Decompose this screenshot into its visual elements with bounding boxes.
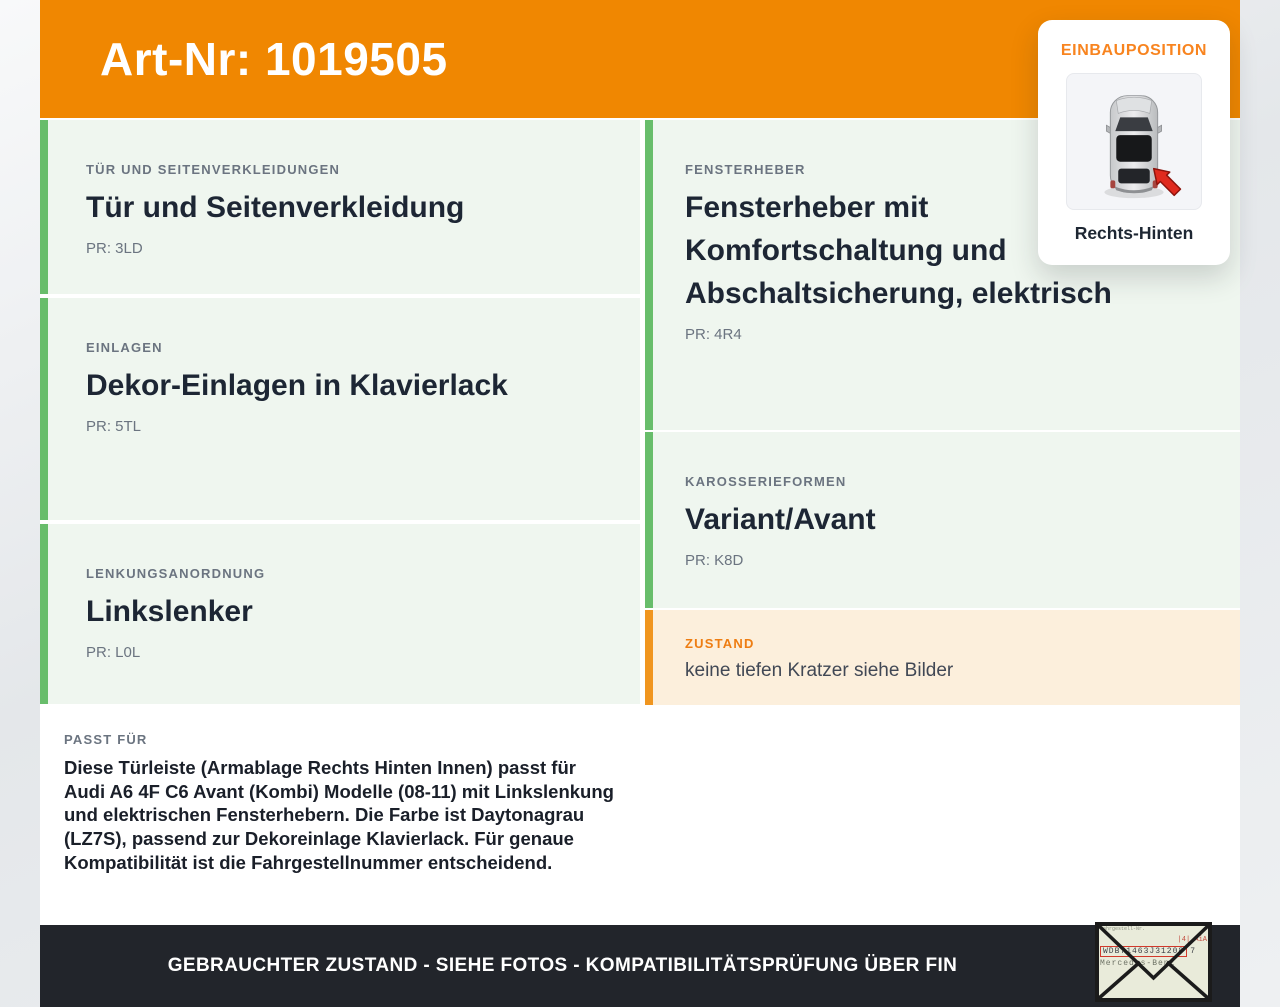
compatibility-description: Diese Türleiste (Armablage Rechts Hinten…	[64, 757, 614, 873]
content-area: Art-Nr: 1019505 TÜR UND SEITENVERKLEIDUN…	[40, 0, 1240, 1007]
einbauposition-label: EINBAUPOSITION	[1060, 42, 1208, 59]
passt-fuer-label: PASST FÜR	[64, 732, 148, 747]
article-number-title: Art-Nr: 1019505	[100, 33, 448, 85]
spec-title: Tür und Seitenverkleidung	[86, 191, 465, 224]
zustand-value: keine tiefen Kratzer siehe Bilder	[685, 660, 954, 681]
spec-category-label: TÜR UND SEITENVERKLEIDUNGEN	[86, 162, 341, 177]
spec-pr-code: PR: 5TL	[86, 417, 142, 435]
vehicle-registration-thumbnail: Fahrgestell-Nr. |4| AiA WDB71463J31208 7…	[1095, 922, 1212, 1002]
footer-notice: GEBRAUCHTER ZUSTAND - SIEHE FOTOS - KOMP…	[167, 955, 958, 976]
spec-category-label: EINLAGEN	[86, 340, 163, 355]
spec-title: Fensterheber mit Komfortschaltung und Ab…	[685, 191, 1112, 310]
spec-card-einlagen: EINLAGEN Dekor-Einlagen in Klavierlack P…	[40, 298, 640, 520]
doc-vin-boxed: WDB71463J31208	[1100, 946, 1188, 957]
spec-pr-code: PR: L0L	[86, 643, 141, 661]
spec-card-tuer-seitenverkleidung: TÜR UND SEITENVERKLEIDUNGEN Tür und Seit…	[40, 120, 640, 294]
spec-card-karosserieformen: KAROSSERIEFORMEN Variant/Avant PR: K8D	[645, 432, 1240, 608]
doc-vin-suffix: 7	[1190, 947, 1196, 956]
footer-bar: GEBRAUCHTER ZUSTAND - SIEHE FOTOS - KOMP…	[40, 922, 1240, 1007]
spec-card-lenkungsanordnung: LENKUNGSANORDNUNG Linkslenker PR: L0L	[40, 524, 640, 704]
doc-field-label: Fahrgestell-Nr.	[1100, 926, 1146, 932]
spec-pr-code: PR: 3LD	[86, 239, 143, 257]
spec-category-label: KAROSSERIEFORMEN	[685, 474, 847, 489]
left-column: TÜR UND SEITENVERKLEIDUNGEN Tür und Seit…	[40, 120, 640, 913]
zustand-label: ZUSTAND	[685, 636, 755, 651]
spec-category-label: LENKUNGSANORDNUNG	[86, 566, 266, 581]
right-column: FENSTERHEBER Fensterheber mit Komfortsch…	[645, 120, 1240, 913]
spec-category-label: FENSTERHEBER	[685, 162, 806, 177]
einbauposition-card: EINBAUPOSITION	[1038, 20, 1230, 265]
spec-title: Linkslenker	[86, 595, 253, 628]
envelope-outline-icon	[1095, 922, 1212, 1002]
car-top-view-icon	[1104, 95, 1182, 199]
spec-pr-code: PR: 4R4	[685, 325, 742, 343]
red-arrow-icon	[1152, 167, 1182, 197]
spec-title: Dekor-Einlagen in Klavierlack	[86, 369, 508, 402]
einbauposition-image-frame	[1066, 73, 1202, 210]
einbauposition-value: Rechts-Hinten	[1074, 223, 1194, 243]
zustand-card: ZUSTAND keine tiefen Kratzer siehe Bilde…	[645, 610, 1240, 705]
passt-fuer-card: PASST FÜR Diese Türleiste (Armablage Rec…	[40, 708, 640, 913]
spec-pr-code: PR: K8D	[685, 551, 744, 569]
spec-card-fensterheber: FENSTERHEBER Fensterheber mit Komfortsch…	[645, 120, 1240, 430]
doc-vin-row: WDB71463J31208 7	[1100, 946, 1207, 957]
spec-title: Variant/Avant	[685, 503, 876, 536]
spec-columns: TÜR UND SEITENVERKLEIDUNGEN Tür und Seit…	[40, 120, 1240, 913]
